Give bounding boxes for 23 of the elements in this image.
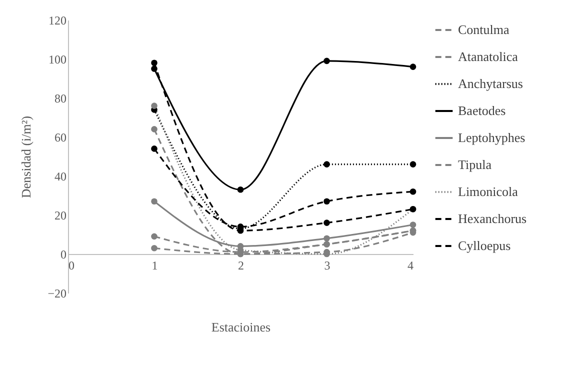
legend-label: Baetodes	[458, 103, 506, 118]
y-tick-label: −20	[48, 286, 66, 300]
x-axis-title: Estacioines	[211, 320, 271, 334]
y-tick-label: 120	[48, 14, 66, 28]
x-tick-label: 2	[238, 258, 244, 272]
legend-label: Contulma	[458, 22, 510, 37]
legend-label: Anchytarsus	[458, 76, 523, 91]
y-axis-title: Densidad (i/m²)	[18, 116, 34, 198]
legend-label: Atanatolica	[458, 49, 518, 64]
y-tick-label: 100	[48, 52, 66, 66]
y-tick-label: 60	[54, 130, 66, 144]
legend-label: Tipula	[458, 157, 492, 172]
y-tick-label: 0	[60, 248, 66, 262]
y-tick-label: 20	[54, 208, 66, 222]
legend-label: Hexanchorus	[458, 211, 527, 226]
x-tick-label: 3	[324, 258, 330, 272]
x-tick-label: 4	[408, 258, 414, 272]
legend-label: Limonicola	[458, 184, 518, 199]
legend-label: Leptohyphes	[458, 130, 526, 145]
x-tick-label: 1	[152, 258, 158, 272]
y-tick-label: 40	[54, 170, 66, 184]
legend-label: Cylloepus	[458, 238, 511, 253]
y-tick-label: 80	[54, 92, 66, 106]
